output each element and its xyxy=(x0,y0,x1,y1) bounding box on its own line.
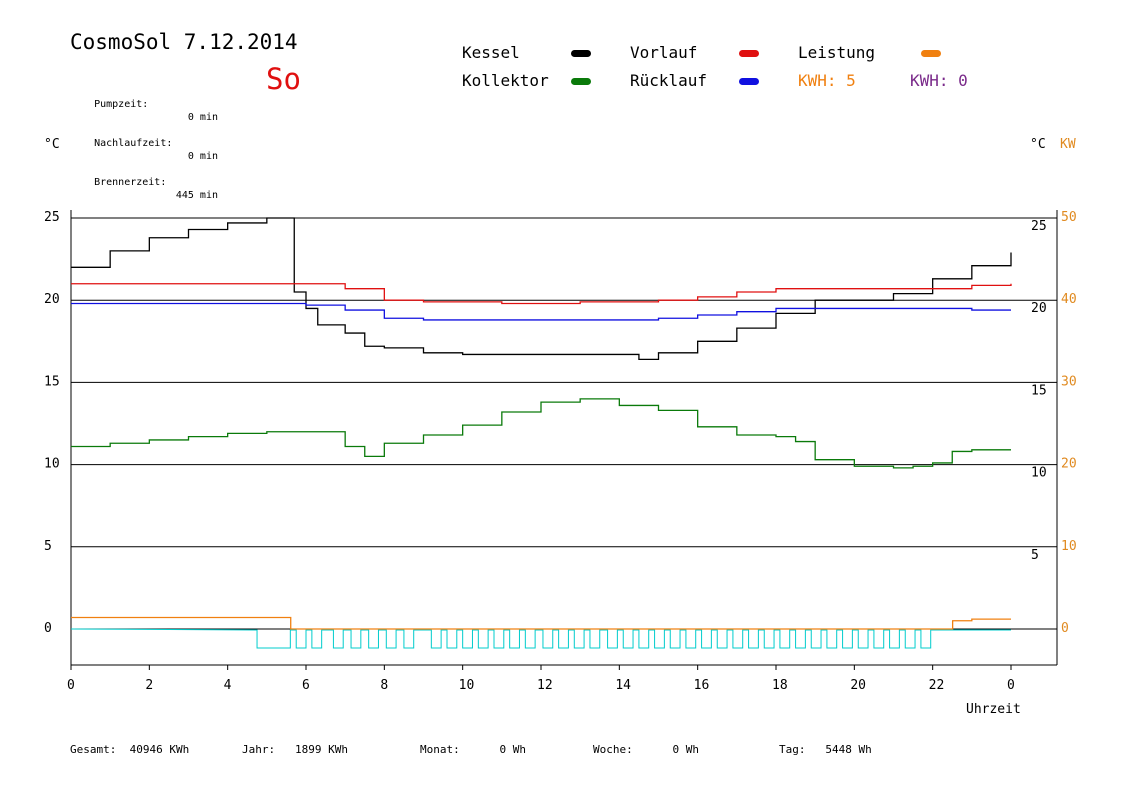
legend-kollektor-label: Kollektor xyxy=(462,71,549,90)
footer-gesamt: Gesamt: 40946 KWh xyxy=(70,743,190,756)
stat-value: 445 min xyxy=(175,190,218,201)
y-tick-label-left: 25 xyxy=(44,210,60,225)
legend-leistung-swatch xyxy=(921,50,941,57)
y-tick-label-left: 15 xyxy=(44,374,60,389)
stat-value: 0 min xyxy=(187,151,218,162)
y-tick-label-left: 10 xyxy=(44,457,60,472)
stat-list: Pumpzeit: 0 min Nachlaufzeit: 0 min Bren… xyxy=(70,59,220,201)
y-tick-label-right: 20 xyxy=(1031,301,1047,316)
weekday-label: So xyxy=(266,62,301,96)
series-ruecklauf-line xyxy=(71,302,1011,321)
x-tick-label: 14 xyxy=(615,678,631,693)
x-tick-label: 6 xyxy=(302,678,310,693)
y-tick-label-right: 15 xyxy=(1031,383,1047,398)
footer-monat: Monat: 0 Wh xyxy=(420,743,526,756)
x-tick-label: 12 xyxy=(537,678,553,693)
stat-pumpzeit: Pumpzeit: 0 min xyxy=(70,85,220,123)
y-tick-label-kw: 30 xyxy=(1061,374,1077,389)
y-tick-label-kw: 0 xyxy=(1061,621,1069,636)
legend-leistung-label: Leistung xyxy=(798,43,876,62)
y-tick-label-left: 0 xyxy=(44,621,52,636)
y-tick-label-right: 10 xyxy=(1031,466,1047,481)
legend-kwh-other: KWH: 0 xyxy=(910,71,968,90)
x-tick-label: 0 xyxy=(67,678,75,693)
x-axis-label: Uhrzeit xyxy=(966,702,1021,717)
page-title: CosmoSol 7.12.2014 xyxy=(70,30,298,54)
x-tick-label: 22 xyxy=(929,678,945,693)
footer-jahr: Jahr: 1899 KWh xyxy=(242,743,348,756)
stat-value: 0 min xyxy=(187,112,218,123)
footer-tag: Tag: 5448 Wh xyxy=(779,743,872,756)
legend-kessel-label: Kessel xyxy=(462,43,520,62)
y-tick-label-kw: 10 xyxy=(1061,539,1077,554)
series-kollektor-line xyxy=(71,398,1011,469)
y-tick-label-kw: 40 xyxy=(1061,292,1077,307)
pump-status-line xyxy=(70,628,1011,649)
y-tick-label-kw: 20 xyxy=(1061,457,1077,472)
y-tick-label-kw: 50 xyxy=(1061,210,1077,225)
stat-label: Brennerzeit: xyxy=(94,177,167,188)
series-kessel-line xyxy=(71,217,1012,361)
x-tick-label: 8 xyxy=(380,678,388,693)
series-vorlauf-line xyxy=(71,283,1012,305)
series-leistung-line xyxy=(71,616,1011,630)
legend-kwh-solar: KWH: 5 xyxy=(798,71,856,90)
right-axis-unit: °C xyxy=(1030,137,1046,152)
legend-kessel-swatch xyxy=(571,50,591,57)
y-tick-label-right: 5 xyxy=(1031,548,1039,563)
y-tick-label-left: 20 xyxy=(44,292,60,307)
legend-vorlauf-swatch xyxy=(739,50,759,57)
x-tick-label: 20 xyxy=(850,678,866,693)
y-tick-label-right: 25 xyxy=(1031,219,1047,234)
footer-woche: Woche: 0 Wh xyxy=(593,743,699,756)
right-axis-unit-kw: KW xyxy=(1060,137,1076,152)
y-tick-label-left: 5 xyxy=(44,539,52,554)
x-tick-label: 4 xyxy=(224,678,232,693)
legend-vorlauf-label: Vorlauf xyxy=(630,43,698,62)
stat-nachlaufzeit: Nachlaufzeit: 0 min xyxy=(70,124,220,162)
x-tick-label: 18 xyxy=(772,678,788,693)
stat-label: Pumpzeit: xyxy=(94,99,149,110)
stat-brennerzeit: Brennerzeit: 445 min xyxy=(70,163,220,201)
x-tick-label: 2 xyxy=(145,678,153,693)
left-axis-unit: °C xyxy=(44,137,60,152)
legend-ruecklauf-label: Rücklauf xyxy=(630,71,708,90)
x-tick-label: 0 xyxy=(1007,678,1015,693)
legend-kollektor-swatch xyxy=(571,78,591,85)
stat-label: Nachlaufzeit: xyxy=(94,138,173,149)
x-tick-label: 16 xyxy=(694,678,710,693)
legend-ruecklauf-swatch xyxy=(739,78,759,85)
x-tick-label: 10 xyxy=(459,678,475,693)
